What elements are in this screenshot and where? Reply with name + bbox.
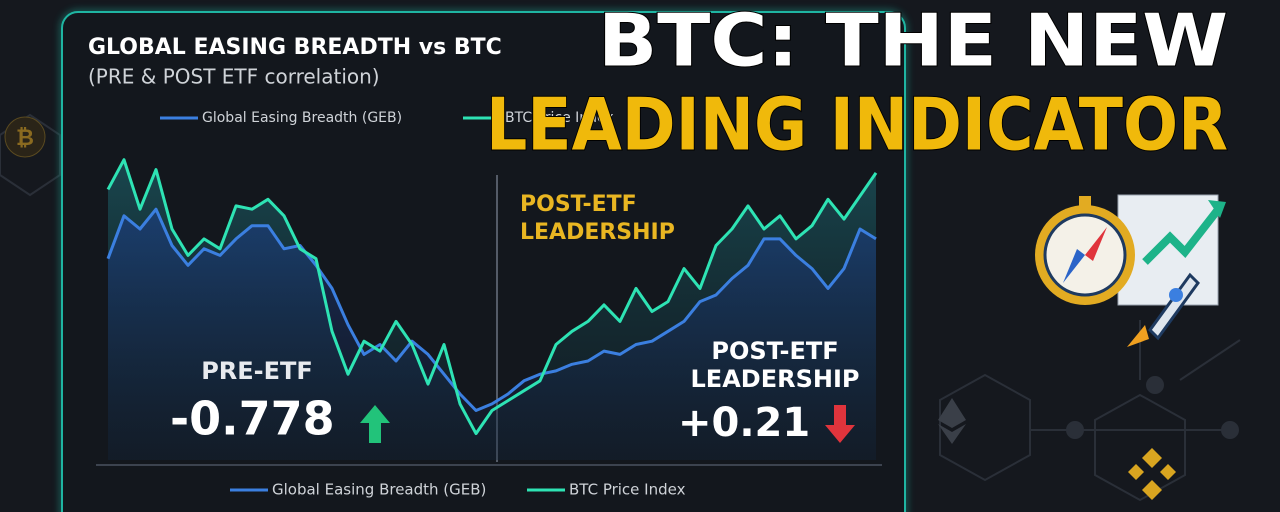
line xyxy=(106,158,878,436)
bitcoin-icon xyxy=(4,116,46,158)
annotation: LEADERSHIP xyxy=(691,365,860,393)
legend-label: BTC Price Index xyxy=(569,481,686,499)
chart-subtitle: (PRE & POST ETF correlation) xyxy=(88,65,380,89)
annotation: LEADERSHIP xyxy=(520,220,675,245)
compass-icon xyxy=(1035,196,1135,305)
eth-icon xyxy=(938,398,966,444)
legend-label: Global Easing Breadth (GEB) xyxy=(272,481,486,499)
down-arrow xyxy=(825,405,855,443)
up-arrow xyxy=(360,405,390,443)
area xyxy=(108,209,876,460)
annotation: PRE-ETF xyxy=(201,357,313,385)
network-decor xyxy=(0,113,1241,502)
legends: Global Easing Breadth (GEB) BTC Price Ind… xyxy=(160,110,686,499)
annotation: POST-ETF xyxy=(520,192,637,217)
bnb-icon xyxy=(1128,448,1176,500)
correlation-value: +0.21 xyxy=(678,400,810,446)
headline: LEADING INDICATOR xyxy=(486,83,1228,167)
headline: BTC: THE NEW xyxy=(598,0,1228,83)
legend-label: BTC Price Index xyxy=(505,110,614,126)
bitcoin-symbol: ₿ xyxy=(16,126,34,151)
line xyxy=(106,207,877,412)
annotation: POST-ETF xyxy=(711,337,838,365)
rocket-icon xyxy=(1127,272,1200,347)
correlation-value: -0.778 xyxy=(170,392,335,446)
legend-label: Global Easing Breadth (GEB) xyxy=(202,110,402,126)
plot xyxy=(106,158,878,460)
chart-title: GLOBAL EASING BREADTH vs BTC xyxy=(88,35,502,60)
